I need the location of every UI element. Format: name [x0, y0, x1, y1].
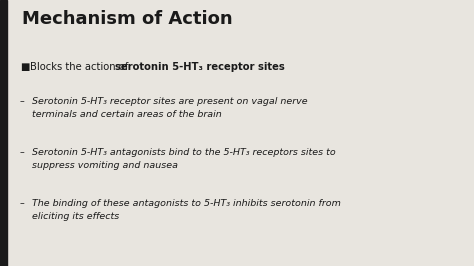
Text: The binding of these antagonists to 5-HT₃ inhibits serotonin from: The binding of these antagonists to 5-HT…: [32, 199, 341, 208]
Text: terminals and certain areas of the brain: terminals and certain areas of the brain: [32, 110, 222, 119]
Text: Blocks the action of: Blocks the action of: [30, 62, 131, 72]
Text: suppress vomiting and nausea: suppress vomiting and nausea: [32, 161, 178, 170]
Text: –: –: [20, 97, 25, 106]
Text: Serotonin 5-HT₃ antagonists bind to the 5-HT₃ receptors sites to: Serotonin 5-HT₃ antagonists bind to the …: [32, 148, 336, 157]
Text: Mechanism of Action: Mechanism of Action: [22, 10, 233, 28]
Text: –: –: [20, 148, 25, 157]
Text: –: –: [20, 199, 25, 208]
Text: serotonin 5-HT₃ receptor sites: serotonin 5-HT₃ receptor sites: [115, 62, 285, 72]
Text: eliciting its effects: eliciting its effects: [32, 212, 119, 221]
Bar: [0, 0, 7, 266]
Text: Serotonin 5-HT₃ receptor sites are present on vagal nerve: Serotonin 5-HT₃ receptor sites are prese…: [32, 97, 308, 106]
Text: ■: ■: [20, 62, 29, 72]
